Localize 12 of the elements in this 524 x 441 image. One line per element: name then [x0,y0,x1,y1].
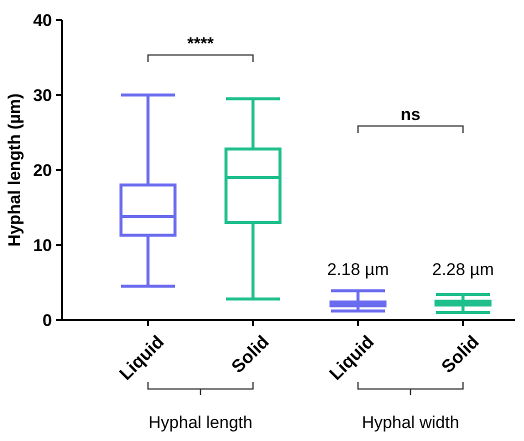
annotation: **** [187,34,214,53]
y-tick-label: 20 [33,160,52,180]
annotation: 2.18 µm [327,260,389,279]
text: Hyphal width [362,413,460,432]
annotation: ns [400,105,420,124]
y-tick-label: 40 [33,10,52,30]
y-tick-label: 10 [33,236,52,255]
y-tick-label: 0 [42,310,52,330]
y-tick-label: 30 [33,86,52,105]
text: Hyphal length [148,413,252,432]
y-axis-title: Hyphal length (µm) [5,93,24,247]
annotation: 2.28 µm [432,260,494,279]
